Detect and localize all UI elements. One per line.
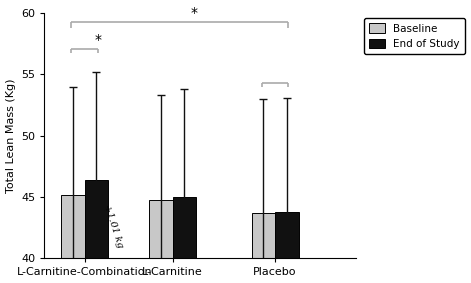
Bar (172, 197, 196, 283)
Text: *: * (94, 33, 101, 47)
Bar (149, 200, 172, 283)
Bar (61, 195, 85, 283)
Bar (252, 213, 275, 283)
Bar (275, 212, 299, 283)
Y-axis label: Total Lean Mass (Kg): Total Lean Mass (Kg) (6, 78, 16, 193)
Bar (85, 180, 108, 283)
Legend: Baseline, End of Study: Baseline, End of Study (364, 18, 465, 54)
Text: +1.01 kg: +1.01 kg (102, 203, 125, 249)
Text: *: * (191, 7, 198, 20)
